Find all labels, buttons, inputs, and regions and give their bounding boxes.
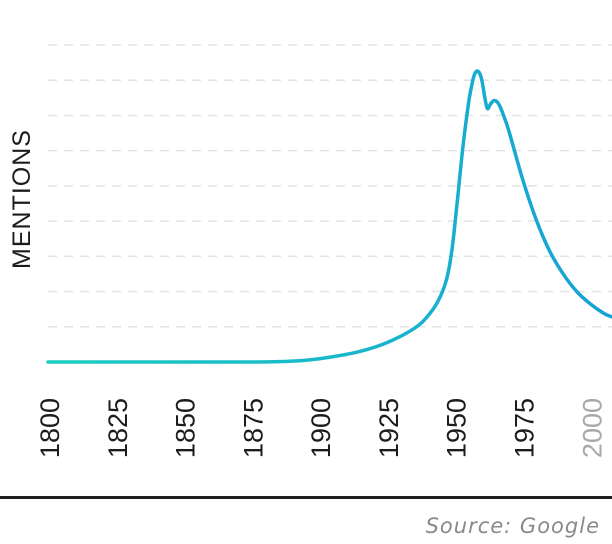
x-tick-1800: 1800 xyxy=(35,398,65,458)
x-tick-2000: 2000 xyxy=(577,398,607,458)
y-axis-label: MENTIONS xyxy=(8,129,36,269)
x-tick-1925: 1925 xyxy=(374,398,404,458)
x-tick-1850: 1850 xyxy=(171,398,201,458)
x-tick-1975: 1975 xyxy=(510,398,540,458)
footer-rule xyxy=(0,496,612,499)
x-tick-1900: 1900 xyxy=(306,398,336,458)
mentions-line-chart: 1800 1825 1850 1875 1900 1925 1950 1975 2000 MEN… xyxy=(8,44,612,458)
x-tick-1875: 1875 xyxy=(238,398,268,458)
source-credit: Source: Google xyxy=(425,514,600,538)
x-tick-1825: 1825 xyxy=(103,398,133,458)
mentions-series-line xyxy=(46,69,612,364)
y-gridlines xyxy=(48,44,612,328)
x-tick-1950: 1950 xyxy=(442,398,472,458)
x-axis-ticks: 1800 1825 1850 1875 1900 1925 1950 1975 2000 xyxy=(35,398,607,458)
